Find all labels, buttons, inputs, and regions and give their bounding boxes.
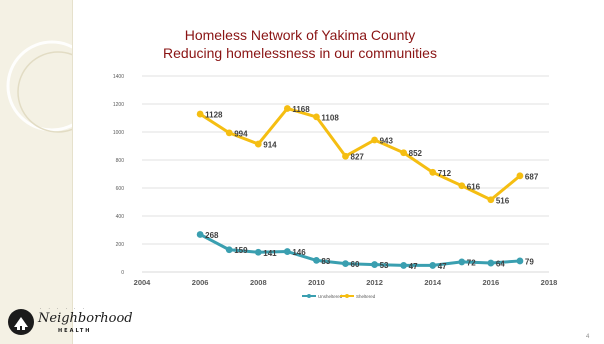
unsheltered-line: [199, 233, 521, 267]
sheltered-point: [429, 168, 437, 176]
sheltered-point: [400, 149, 408, 157]
y-tick-label: 200: [116, 242, 125, 248]
x-tick-label: 2006: [192, 278, 209, 287]
unsheltered-point: [313, 256, 320, 264]
sheltered-data-label: 712: [438, 169, 452, 178]
slide-title-line-1: Homeless Network of Yakima County: [184, 27, 416, 43]
sheltered-point: [371, 136, 378, 144]
unsheltered-data-label: 83: [321, 257, 330, 266]
unsheltered-point: [400, 262, 408, 269]
sheltered-point: [196, 110, 204, 118]
sheltered-point: [458, 182, 466, 190]
legend-unsheltered-label: Unsheltered: [318, 294, 343, 299]
sheltered-point: [313, 113, 320, 121]
unsheltered-data-label: 72: [467, 258, 476, 267]
sheltered-data-label: 994: [234, 129, 248, 138]
y-tick-label: 800: [116, 158, 125, 164]
sheltered-point: [342, 152, 349, 160]
unsheltered-point: [487, 259, 495, 267]
unsheltered-point: [196, 231, 204, 238]
sheltered-data-label: 943: [380, 136, 394, 145]
unsheltered-data-label: 47: [409, 262, 418, 271]
legend-sheltered-marker: [345, 294, 349, 298]
unsheltered-data-label: 268: [205, 231, 219, 240]
unsheltered-point: [225, 246, 233, 254]
unsheltered-point: [254, 248, 262, 256]
sheltered-data-label: 1128: [205, 111, 223, 120]
slide-title: Homeless Network of Yakima County Reduci…: [100, 26, 500, 62]
sheltered-point: [225, 129, 233, 137]
y-tick-label: 600: [116, 186, 125, 192]
sheltered-data-label: 1108: [321, 113, 339, 122]
x-tick-label: 2012: [366, 278, 383, 287]
unsheltered-data-label: 64: [496, 260, 505, 269]
sheltered-data-label: 616: [467, 182, 481, 191]
unsheltered-point: [458, 258, 466, 266]
sheltered-data-label: 1168: [292, 105, 310, 114]
x-tick-label: 2016: [483, 278, 500, 287]
sheltered-point: [254, 140, 262, 148]
y-tick-label: 1000: [113, 130, 124, 136]
y-tick-label: 1400: [113, 74, 124, 80]
legend-sheltered-label: Sheltered: [356, 294, 376, 299]
sheltered-data-label: 852: [409, 149, 423, 158]
unsheltered-data-label: 53: [380, 261, 389, 270]
unsheltered-data-label: 146: [292, 248, 306, 257]
y-tick-label: 400: [116, 214, 125, 220]
sheltered-data-label: 827: [351, 153, 365, 162]
unsheltered-point: [516, 257, 524, 265]
unsheltered-point: [342, 260, 349, 267]
decorative-rings: [6, 40, 72, 133]
unsheltered-data-label: 141: [263, 249, 277, 258]
series-layer: [196, 105, 524, 269]
unsheltered-point: [429, 262, 437, 269]
legend-unsheltered-marker: [307, 294, 311, 298]
y-tick-label: 0: [121, 270, 124, 276]
sheltered-data-label: 914: [263, 141, 277, 150]
unsheltered-data-label: 47: [438, 262, 447, 271]
slide-sidebar: [0, 0, 73, 344]
page-number: 4: [586, 334, 590, 340]
logo-house-icon: [8, 309, 34, 335]
unsheltered-point: [283, 248, 291, 255]
x-tick-label: 2018: [541, 278, 558, 287]
x-tick-label: 2014: [424, 278, 442, 287]
data-label-layer: 268 159 141 146 83 60 53 47 47 72 64 79 1128 994 914 11…: [205, 105, 539, 271]
x-tick-label: 2010: [308, 278, 325, 287]
x-tick-label: 2008: [250, 278, 267, 287]
chart-legend: Unsheltered Sheltered: [302, 294, 376, 299]
unsheltered-data-label: 159: [234, 246, 248, 255]
unsheltered-point: [371, 261, 378, 268]
x-tick-label: 2004: [134, 278, 152, 287]
unsheltered-data-label: 79: [525, 257, 534, 266]
logo-name: Neighborhood: [38, 311, 133, 326]
grid-layer: [142, 75, 549, 273]
logo-health: HEALTH: [58, 328, 92, 334]
sheltered-line: [199, 106, 521, 202]
neighborhood-health-logo: · · · · · · Neighborhood HEALTH: [8, 305, 133, 337]
sheltered-point: [283, 105, 291, 112]
y-tick-label: 1200: [113, 102, 124, 108]
slide-title-line-2: Reducing homelessness in our communities: [163, 45, 437, 61]
sheltered-point: [516, 172, 524, 180]
axis-layer: 0 200 400 600 800 1000 1200 1400 2004 2006 2008 201…: [113, 74, 557, 287]
logo-tagline: · · · · · ·: [40, 306, 87, 311]
sheltered-data-label: 516: [496, 196, 510, 205]
sheltered-data-label: 687: [525, 172, 539, 181]
sheltered-point: [487, 196, 495, 204]
unsheltered-data-label: 60: [351, 260, 360, 269]
